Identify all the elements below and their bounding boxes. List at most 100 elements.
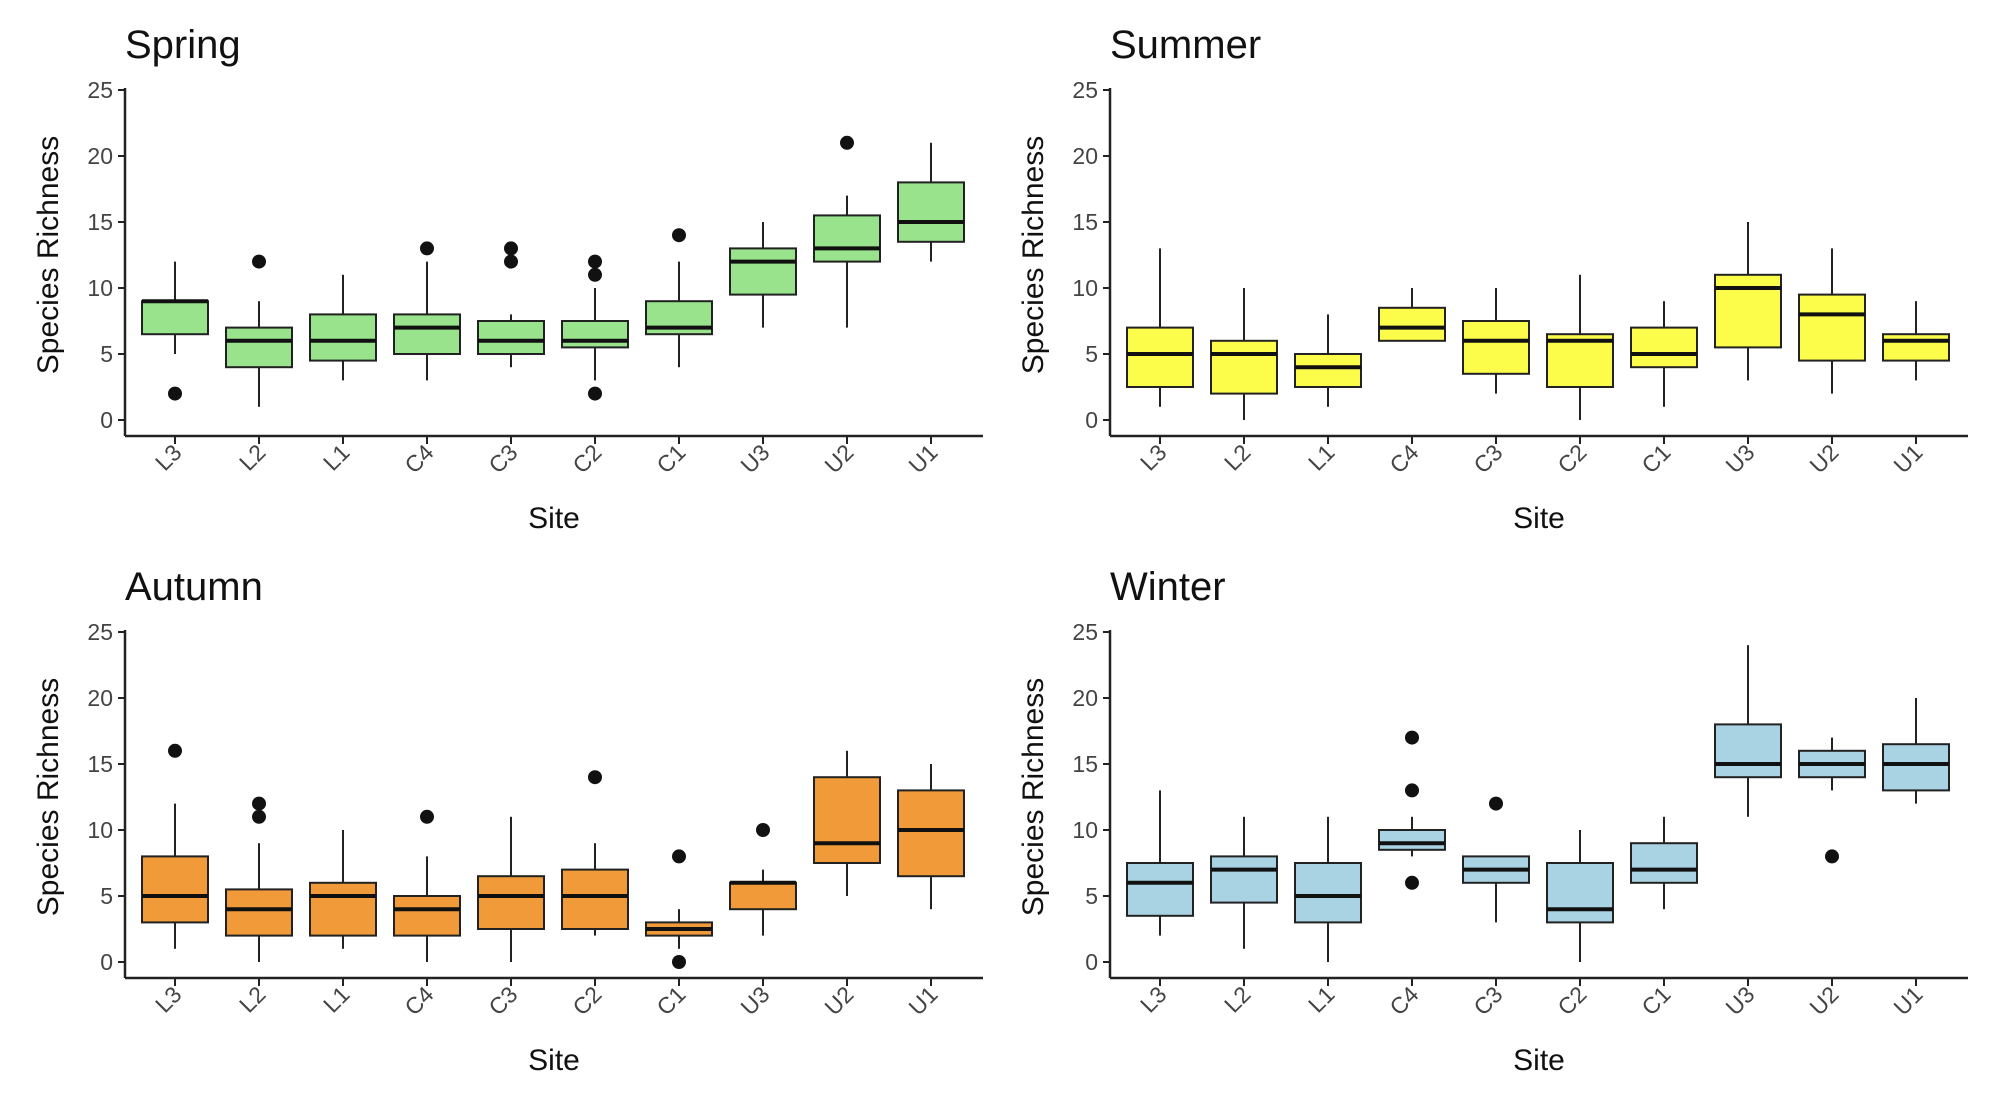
x-tick-label: C3 [483,439,522,478]
outlier-point [588,770,602,785]
box-L1 [1294,816,1362,962]
y-tick-label: 20 [1072,143,1098,169]
box-iqr [1630,326,1698,369]
y-axis-title: Species Richness [1017,136,1050,374]
outlier-point [252,254,266,269]
y-tick-label: 25 [1072,77,1098,103]
outlier-point [588,267,602,282]
x-tick-label: L3 [1135,981,1171,1017]
box-C3 [477,241,545,368]
outlier-point [672,228,686,243]
y-tick-label: 10 [87,275,113,301]
x-tick-label: U3 [1720,981,1759,1020]
y-axis-title: Species Richness [32,136,65,374]
box-iqr [1546,862,1614,924]
outlier-point [168,386,182,401]
y-axis-title: Species Richness [1017,678,1050,916]
x-tick-label: U3 [735,981,774,1020]
box-L2 [225,796,293,962]
y-tick-label: 10 [1072,275,1098,301]
y-tick-label: 20 [1072,685,1098,711]
box-U3 [729,222,797,328]
box-iqr [309,881,377,937]
box-iqr [729,247,797,296]
x-tick-label: C3 [483,981,522,1020]
box-C1 [1630,816,1698,910]
x-tick-label: U2 [1804,439,1843,478]
box-C2 [561,254,629,401]
y-tick-label: 0 [1085,407,1098,433]
box-iqr [1882,333,1950,362]
x-tick-label: C2 [1552,439,1591,478]
x-tick-label: U2 [1804,981,1843,1020]
box-iqr [1126,326,1194,389]
x-tick-label: C2 [1552,981,1591,1020]
box-U3 [729,823,797,936]
x-tick-label: C3 [1468,439,1507,478]
x-tick-label: L2 [1219,981,1255,1017]
outlier-point [756,823,770,837]
box-L3 [1126,790,1194,936]
box-iqr [1546,333,1614,389]
box-iqr [561,868,629,931]
x-tick-label: U1 [903,439,942,478]
x-tick-label: U1 [1888,981,1927,1020]
outlier-point [1405,730,1419,745]
outlier-point [1405,875,1419,890]
box-iqr [1882,743,1950,792]
outlier-point [1489,796,1503,811]
x-tick-label: C2 [567,981,606,1020]
box-C2 [561,770,629,936]
box-iqr [477,875,545,931]
panel-title: Autumn [125,565,263,609]
x-tick-label: L2 [234,981,270,1017]
x-tick-label: L2 [234,439,270,475]
box-U1 [1882,698,1950,804]
box-C2 [1546,830,1614,962]
y-tick-label: 5 [100,883,113,909]
box-iqr [1630,842,1698,884]
y-tick-label: 15 [1072,751,1098,777]
outlier-point [588,254,602,269]
panel-autumn: Autumn 0 5 10 15 20 25 Species Richness Site L3 L2… [32,565,983,1077]
panel-title: Spring [125,23,241,67]
box-C3 [1462,796,1530,923]
box-C1 [645,228,713,368]
x-tick-label: U2 [819,981,858,1020]
box-C2 [1546,274,1614,420]
outlier-point [420,809,434,824]
y-tick-label: 10 [87,817,113,843]
box-iqr [813,776,881,864]
outlier-point [672,849,686,864]
box-U2 [1798,737,1866,864]
panel-title: Winter [1110,565,1226,609]
x-axis-title: Site [1513,502,1565,535]
box-iqr [729,881,797,911]
box-iqr [1126,862,1194,917]
box-U2 [1798,248,1866,394]
x-tick-label: L1 [1303,439,1339,475]
y-tick-label: 15 [1072,209,1098,235]
x-tick-label: C1 [1636,981,1675,1020]
box-U1 [897,142,965,262]
box-L3 [141,261,209,401]
box-iqr [1798,293,1866,362]
outlier-point [672,955,686,969]
box-iqr [1378,306,1446,342]
box-U2 [813,135,881,328]
box-iqr [393,895,461,937]
box-iqr [225,326,293,369]
box-L2 [1210,816,1278,949]
box-iqr [1378,829,1446,851]
y-tick-label: 5 [100,341,113,367]
box-C4 [393,241,461,381]
box-L1 [309,274,377,381]
box-U1 [897,764,965,910]
x-tick-label: U3 [735,439,774,478]
x-tick-label: C4 [1384,981,1423,1020]
y-tick-label: 15 [87,751,113,777]
x-tick-label: C4 [399,981,438,1020]
x-tick-label: U3 [1720,439,1759,478]
box-iqr [141,855,209,924]
